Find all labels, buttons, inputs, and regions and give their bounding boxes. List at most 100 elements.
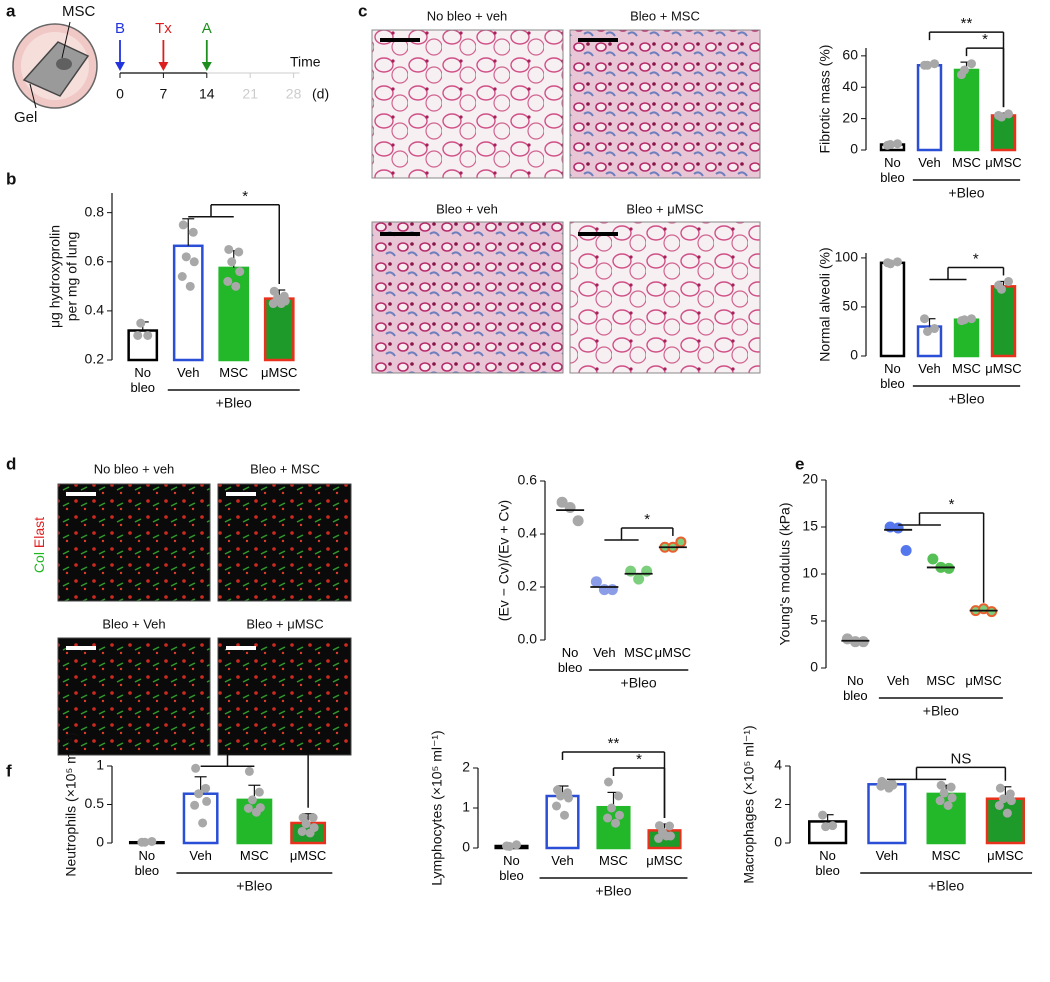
y-tick-label: 0.5 xyxy=(85,795,105,811)
y-tick-label: 20 xyxy=(842,109,858,125)
bar xyxy=(127,329,159,362)
data-point xyxy=(603,813,612,823)
data-point xyxy=(177,272,187,281)
micrograph xyxy=(217,637,352,756)
micrograph xyxy=(569,29,761,179)
data-point xyxy=(556,496,568,508)
timeline-tick-label: 28 xyxy=(286,86,302,102)
data-point xyxy=(140,837,150,847)
timeline-tick-label: 14 xyxy=(199,86,215,102)
micrograph-title: Bleo + μMSC xyxy=(246,616,323,631)
x-tick-label-box: Veh xyxy=(551,853,574,868)
x-tick-label-box: MSC xyxy=(952,155,981,170)
x-tick-label-box: MSC xyxy=(624,645,654,660)
x-tick-label: Veh xyxy=(918,155,941,170)
data-point xyxy=(930,324,939,334)
data-point xyxy=(143,330,153,340)
data-point xyxy=(1004,109,1013,119)
event-label: Tx xyxy=(155,20,172,37)
y-tick-label: 0.0 xyxy=(518,631,538,647)
sig-label: NS xyxy=(951,750,972,767)
x-tick-label-box: μMSC xyxy=(261,365,297,380)
x-tick-label-box: MSC xyxy=(952,361,981,376)
group-label: +Bleo xyxy=(621,675,657,691)
data-point xyxy=(900,545,912,556)
event-arrowhead xyxy=(158,62,169,71)
y-tick-label: 0 xyxy=(462,839,470,855)
data-point xyxy=(297,826,307,836)
micrograph xyxy=(57,637,211,756)
data-point xyxy=(133,330,143,340)
bar xyxy=(953,68,980,152)
x-tick-label-box: Veh xyxy=(189,848,212,863)
x-tick-label-box: μMSC xyxy=(646,853,682,868)
micrograph-title: No bleo + veh xyxy=(427,8,508,23)
y-tick-label: 0.2 xyxy=(518,578,538,594)
data-point xyxy=(960,65,969,75)
sig-label: * xyxy=(949,496,955,513)
x-tick-label-box: No bleo xyxy=(880,361,905,391)
data-point xyxy=(828,821,838,831)
group-label: +Bleo xyxy=(216,395,252,411)
x-tick-label: μMSC xyxy=(654,645,692,660)
y-tick-label: 0.8 xyxy=(85,203,105,219)
data-point xyxy=(998,794,1008,804)
data-point xyxy=(190,800,200,810)
panel-label: c xyxy=(358,1,367,20)
data-point xyxy=(194,789,204,799)
data-point xyxy=(930,59,939,69)
data-point xyxy=(234,247,244,257)
x-tick-label: Veh xyxy=(189,848,212,863)
y-tick-label: 40 xyxy=(842,78,858,94)
sig-label: * xyxy=(973,250,979,267)
sig-label: * xyxy=(982,31,988,48)
x-tick-label-box: μMSC xyxy=(290,848,326,863)
data-point xyxy=(268,299,278,309)
data-point xyxy=(181,252,191,262)
x-tick-label-box: No bleo xyxy=(499,853,524,883)
y-tick-label: 0 xyxy=(850,141,858,157)
x-tick-label-box: No bleo xyxy=(130,365,156,395)
bar xyxy=(926,792,966,845)
micrograph xyxy=(371,29,564,179)
data-point xyxy=(251,807,261,817)
data-point xyxy=(821,822,831,832)
data-point xyxy=(886,259,895,269)
data-point xyxy=(1002,808,1012,818)
x-tick-label: No bleo xyxy=(880,361,905,391)
data-point xyxy=(995,783,1005,793)
data-point xyxy=(615,810,624,820)
sig-label: * xyxy=(644,511,650,528)
x-tick-label: MSC xyxy=(624,645,654,660)
data-point xyxy=(188,227,198,237)
data-point xyxy=(244,766,254,776)
panel-label: d xyxy=(6,454,16,473)
event-label: A xyxy=(202,20,212,37)
x-tick-label: Veh xyxy=(918,361,941,376)
y-axis-label: (Ev − Cv)/(Ev + Cv) xyxy=(496,500,512,621)
gel-label: Gel xyxy=(14,109,37,126)
event-arrowhead xyxy=(201,62,212,71)
x-tick-label: No bleo xyxy=(557,645,583,675)
x-tick-label-box: MSC xyxy=(932,848,961,863)
y-tick-label: 20 xyxy=(802,471,818,487)
x-tick-label: No bleo xyxy=(815,848,840,878)
data-point xyxy=(986,606,998,618)
data-point xyxy=(178,220,188,230)
y-tick-label: 0 xyxy=(850,347,858,363)
time-label: Time xyxy=(290,54,321,70)
data-point xyxy=(560,810,569,820)
y-tick-label: 2 xyxy=(774,795,782,811)
x-tick-label: Veh xyxy=(551,853,574,868)
x-tick-label: μMSC xyxy=(985,155,1022,170)
x-tick-label: MSC xyxy=(239,848,269,863)
data-point xyxy=(997,112,1006,122)
channel-label: Col xyxy=(31,552,47,573)
y-tick-label: 15 xyxy=(802,518,818,534)
data-point xyxy=(923,326,932,336)
event-arrowhead xyxy=(115,62,125,71)
x-tick-label-box: MSC xyxy=(599,853,628,868)
x-tick-label: No bleo xyxy=(130,365,156,395)
